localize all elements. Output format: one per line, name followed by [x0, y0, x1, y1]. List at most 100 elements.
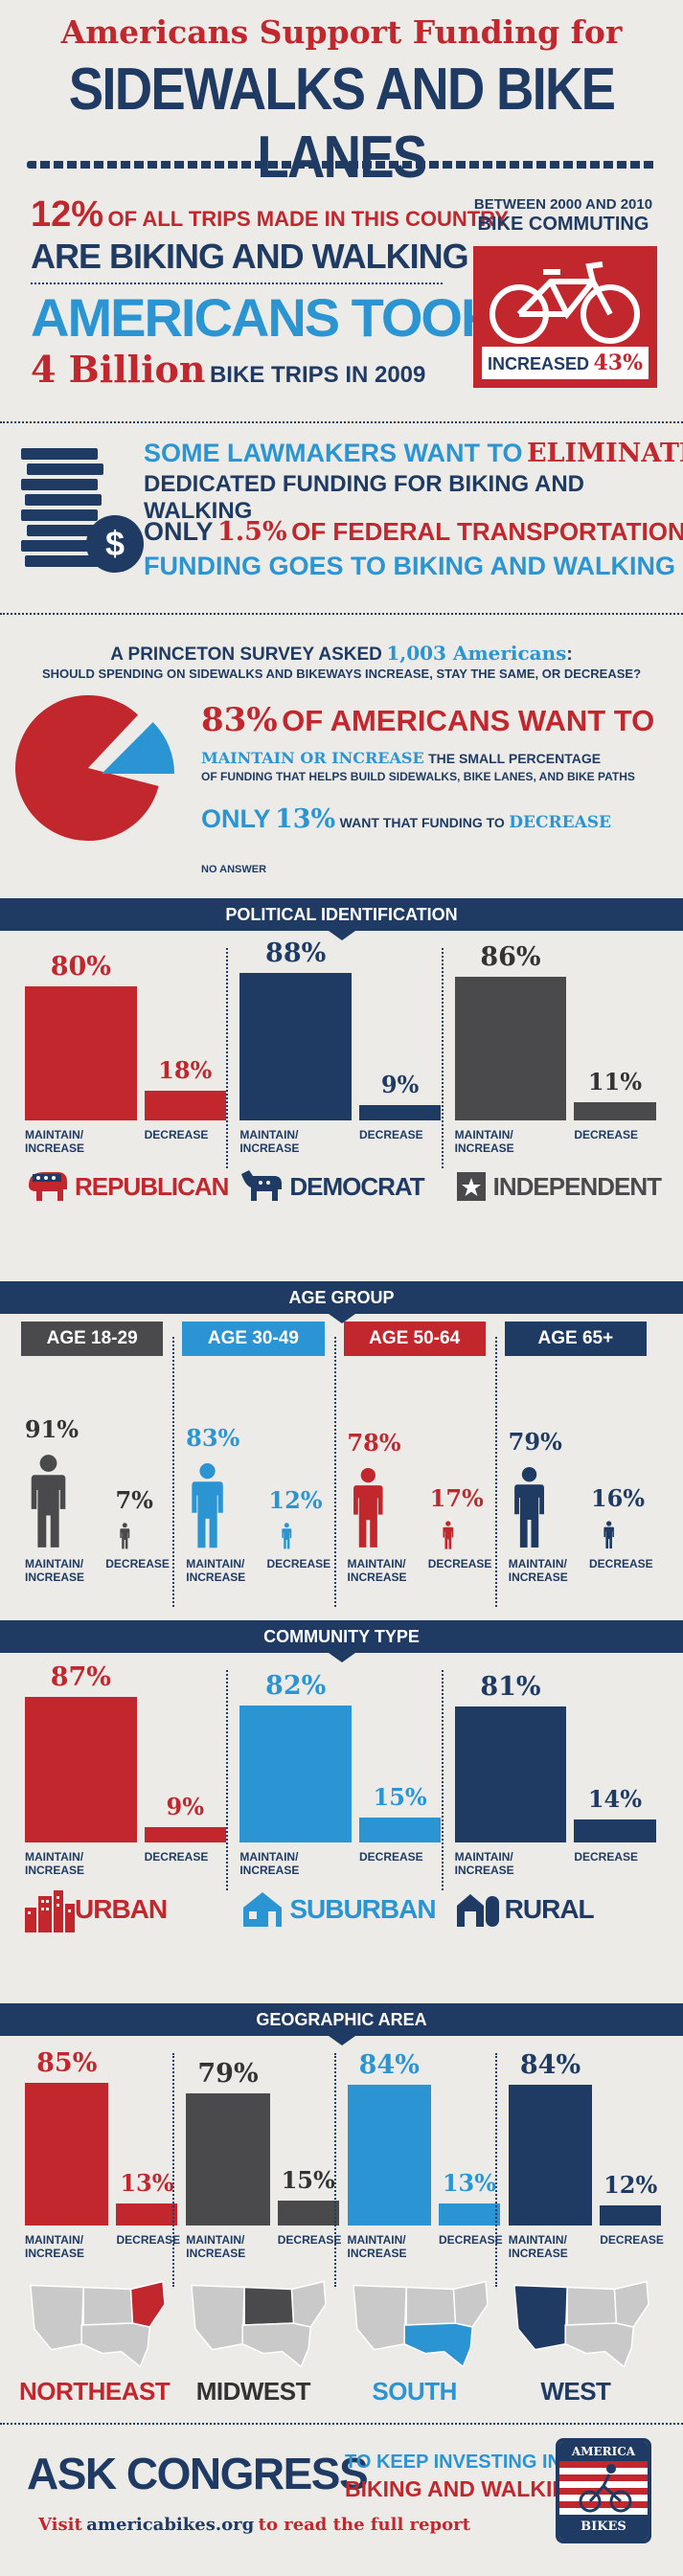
- funding-pct: 1.5%: [216, 517, 287, 547]
- footer-visit-c: to read the full report: [258, 2515, 470, 2535]
- column-separator: [333, 1337, 336, 1607]
- bar-decrease: [277, 2200, 339, 2226]
- survey-section: A PRINCETON SURVEY ASKED 1,003 Americans…: [0, 613, 683, 891]
- decrease-value: 7%: [115, 1486, 153, 1514]
- party-name-1: DEMOCRAT: [289, 1172, 424, 1201]
- billion-value: 4 Billion: [31, 348, 206, 391]
- pie-slice-decrease: [102, 722, 174, 774]
- maintain-label-l2: INCREASE: [186, 2247, 246, 2260]
- age-section: AGE GROUP AGE 18-29 91% 7% MAINTAIN/INCREAS…: [0, 1281, 683, 1620]
- geographic-title: GEOGRAPHIC AREA: [256, 2010, 427, 2029]
- maintain-value: 82%: [265, 1670, 327, 1701]
- column-separator: [494, 2053, 497, 2287]
- pie-slice-maintain: [15, 695, 159, 841]
- funding-line3: ONLY 1.5% OF FEDERAL TRANSPORTATION: [144, 517, 683, 547]
- maintain-label-l2: INCREASE: [508, 1570, 568, 1584]
- logo-flag-stripes: [559, 2461, 648, 2515]
- maintain-label-l2: INCREASE: [25, 1864, 85, 1877]
- maintain-value: 91%: [24, 1414, 80, 1443]
- age-tab-2: AGE 50-64: [343, 1322, 486, 1356]
- decrease-value: 11%: [587, 1067, 643, 1096]
- bar-maintain: [239, 1705, 352, 1842]
- header-title-line2: SIDEWALKS AND BIKE LANES: [68, 56, 616, 191]
- banner-notch: [328, 2036, 355, 2045]
- maintain-label: MAINTAIN/INCREASE: [509, 2233, 568, 2260]
- bar-maintain: [508, 2085, 593, 2226]
- maintain-label-l1: MAINTAIN/: [186, 1557, 245, 1570]
- region-name-1: MIDWEST: [195, 2377, 311, 2406]
- maintain-label-l1: MAINTAIN/: [25, 1850, 84, 1864]
- header: Americans Support Funding for SIDEWALKS …: [0, 0, 683, 191]
- bar-maintain: [347, 2085, 431, 2226]
- age-tab-3: AGE 65+: [504, 1322, 647, 1356]
- america-bikes-logo: AMERICA BIKES: [556, 2438, 651, 2543]
- maintain-label-l1: MAINTAIN/: [25, 1128, 84, 1141]
- bar-decrease: [144, 1090, 226, 1120]
- decrease-label: DECREASE: [438, 2233, 503, 2247]
- maintain-value: 87%: [50, 1661, 111, 1692]
- pie-chart: [15, 695, 174, 841]
- trips-text1: OF ALL TRIPS MADE IN THIS COUNTRY: [107, 207, 509, 231]
- decrease-label: DECREASE: [358, 1850, 423, 1864]
- survey-small2: OF FUNDING THAT HELPS BUILD SIDEWALKS, B…: [201, 770, 635, 783]
- decrease-label: DECREASE: [427, 1557, 492, 1570]
- footer-link[interactable]: americabikes.org: [86, 2515, 255, 2535]
- survey-big-text: OF AMERICANS WANT TO: [282, 704, 655, 737]
- political-title: POLITICAL IDENTIFICATION: [225, 905, 458, 924]
- bar-maintain: [25, 2083, 109, 2226]
- trips-pct: 12%: [31, 194, 104, 235]
- cyclist-icon: [579, 2464, 632, 2513]
- maintain-label: MAINTAIN/INCREASE: [25, 1557, 84, 1584]
- community-2-icon: [455, 1890, 501, 1933]
- maintain-label: MAINTAIN/INCREASE: [186, 1557, 245, 1584]
- maintain-label: MAINTAIN/INCREASE: [239, 1128, 299, 1155]
- person-decrease-icon: [119, 1523, 131, 1554]
- survey-question: SHOULD SPENDING ON SIDEWALKS AND BIKEWAY…: [41, 667, 642, 681]
- maintain-value: 84%: [519, 2050, 581, 2081]
- maintain-label-l1: MAINTAIN/: [347, 1557, 406, 1570]
- footer-ask: ASK CONGRESS: [27, 2449, 369, 2498]
- took-line: AMERICANS TOOK: [31, 287, 499, 348]
- decrease-value: 16%: [590, 1484, 646, 1513]
- maintain-value: 84%: [358, 2050, 420, 2081]
- decrease-value: 14%: [587, 1784, 643, 1813]
- us-map-west-icon: [507, 2275, 650, 2376]
- survey-decrease-line: ONLY 13% WANT THAT FUNDING TO DECREASE: [201, 804, 611, 834]
- decrease-label: DECREASE: [105, 1557, 170, 1570]
- funding-line1a: SOME LAWMAKERS WANT TO: [144, 439, 523, 467]
- bar-decrease: [438, 2203, 500, 2226]
- billion-text: BIKE TRIPS IN 2009: [209, 362, 426, 388]
- us-map-south-icon: [346, 2275, 489, 2376]
- billion-line: 4 Billion BIKE TRIPS IN 2009: [31, 348, 425, 391]
- bar-maintain: [454, 976, 567, 1120]
- survey-big-pct: 83%: [201, 701, 278, 739]
- maintain-value: 86%: [480, 941, 541, 972]
- column-separator: [172, 2053, 175, 2287]
- maintain-label-l1: MAINTAIN/: [508, 2233, 567, 2247]
- maintain-label: MAINTAIN/INCREASE: [25, 1850, 84, 1877]
- us-map-midwest-icon: [184, 2275, 328, 2376]
- footer: ASK CONGRESS TO KEEP INVESTING IN BIKING…: [0, 2423, 683, 2576]
- maintain-value: 88%: [265, 938, 327, 969]
- maintain-label: MAINTAIN/INCREASE: [509, 1557, 568, 1584]
- person-maintain-icon: [27, 1454, 70, 1554]
- maintain-label-l2: INCREASE: [508, 2247, 568, 2260]
- person-maintain-icon: [188, 1462, 227, 1554]
- bar-maintain: [25, 986, 137, 1120]
- maintain-label-l1: MAINTAIN/: [508, 1557, 567, 1570]
- political-section: POLITICAL IDENTIFICATION 80% 18% MAINTAIN/I…: [0, 898, 683, 1281]
- decrease-value: 18%: [158, 1055, 213, 1084]
- column-separator: [333, 2053, 336, 2287]
- decrease-value: 15%: [373, 1782, 427, 1811]
- maintain-label: MAINTAIN/INCREASE: [348, 1557, 407, 1584]
- maintain-value: 79%: [508, 1428, 562, 1457]
- person-decrease-icon: [281, 1523, 293, 1554]
- maintain-label-l2: INCREASE: [25, 1570, 85, 1584]
- column-separator: [441, 948, 444, 1168]
- maintain-value: 79%: [197, 2058, 259, 2089]
- maintain-label-l1: MAINTAIN/: [186, 2233, 245, 2247]
- decrease-value: 12%: [268, 1486, 323, 1514]
- decrease-label: DECREASE: [574, 1850, 638, 1864]
- maintain-label-l1: MAINTAIN/: [239, 1128, 299, 1141]
- bar-maintain: [186, 2092, 270, 2226]
